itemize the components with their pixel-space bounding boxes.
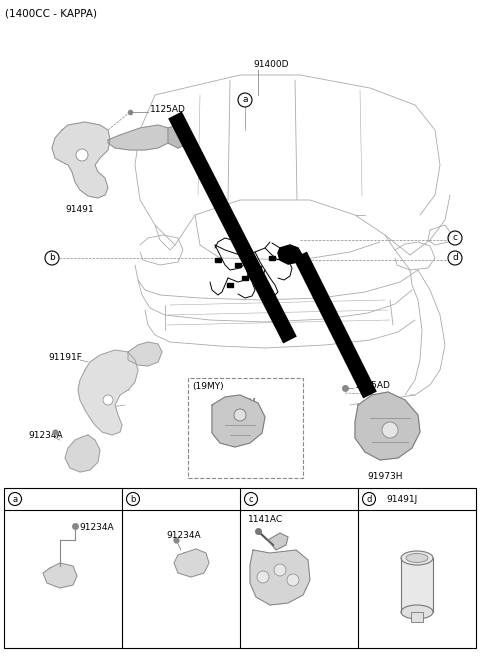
Text: b: b (130, 495, 136, 504)
Polygon shape (128, 342, 162, 366)
Bar (255, 266, 261, 270)
Polygon shape (108, 125, 172, 150)
Circle shape (257, 571, 269, 583)
Polygon shape (212, 395, 265, 447)
Text: 91400D: 91400D (253, 60, 288, 69)
Text: (19MY): (19MY) (192, 382, 224, 391)
Circle shape (382, 422, 398, 438)
Bar (188, 378, 303, 478)
Bar (411, 612, 423, 622)
Bar (269, 256, 275, 260)
Circle shape (234, 409, 246, 421)
Text: 1125AD: 1125AD (355, 382, 391, 390)
Text: 91234A: 91234A (28, 430, 62, 440)
Text: 91491: 91491 (66, 205, 94, 214)
Circle shape (103, 395, 113, 405)
Polygon shape (278, 245, 302, 264)
Text: (1400CC - KAPPA): (1400CC - KAPPA) (5, 8, 97, 18)
Bar (401, 557, 433, 612)
Polygon shape (78, 350, 138, 435)
Bar (4, 488, 476, 648)
Bar (259, 278, 265, 282)
Text: 91973H: 91973H (367, 472, 403, 481)
Ellipse shape (401, 605, 433, 619)
Bar (235, 263, 241, 267)
Text: 91191F: 91191F (48, 354, 82, 363)
Text: 1141AC: 1141AC (248, 516, 283, 525)
Circle shape (274, 564, 286, 576)
Polygon shape (250, 550, 310, 605)
Text: 1125AD: 1125AD (150, 106, 186, 115)
Text: 91491J: 91491J (386, 495, 417, 504)
Text: 91234A: 91234A (79, 523, 114, 533)
Bar (215, 258, 221, 262)
Polygon shape (65, 435, 100, 472)
Polygon shape (355, 392, 420, 460)
Bar (227, 283, 233, 287)
Text: b: b (49, 253, 55, 262)
Text: 91234A: 91234A (166, 531, 201, 539)
Polygon shape (43, 563, 77, 588)
Text: 91491H: 91491H (220, 398, 255, 407)
Circle shape (76, 149, 88, 161)
Polygon shape (168, 125, 188, 148)
Polygon shape (174, 549, 209, 577)
Polygon shape (52, 122, 110, 198)
Circle shape (287, 574, 299, 586)
Text: c: c (453, 234, 457, 243)
Bar (242, 276, 248, 280)
Ellipse shape (401, 551, 433, 565)
Text: d: d (452, 253, 458, 262)
Text: c: c (249, 495, 253, 504)
Text: a: a (12, 495, 18, 504)
Polygon shape (268, 533, 288, 550)
Text: a: a (242, 96, 248, 104)
Ellipse shape (406, 554, 428, 562)
Text: d: d (366, 495, 372, 504)
